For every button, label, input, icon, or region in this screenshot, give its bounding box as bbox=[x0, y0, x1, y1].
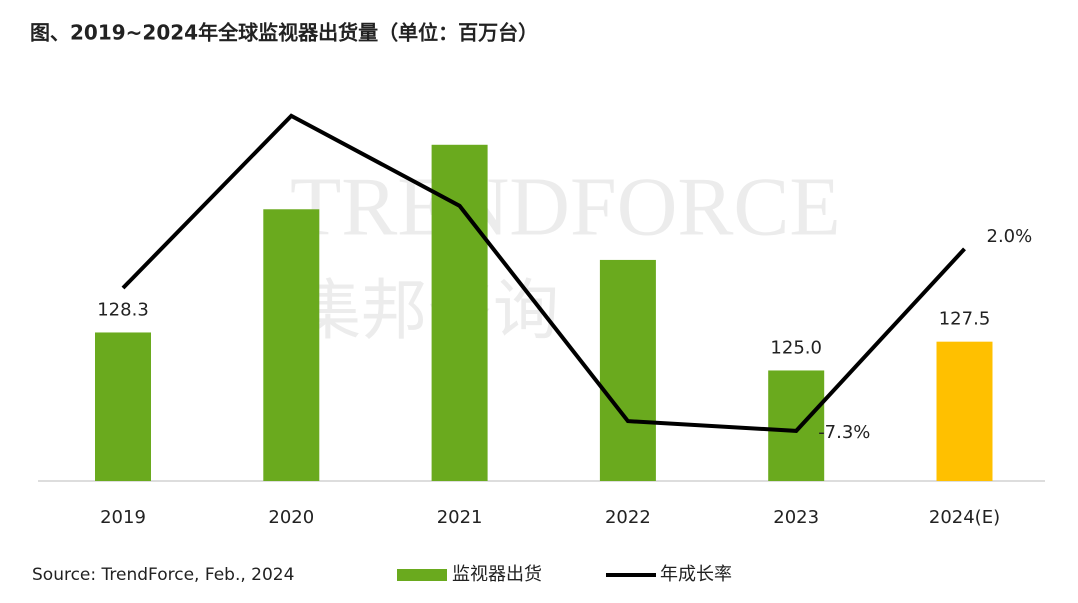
data-label: 125.0 bbox=[770, 337, 822, 358]
data-label: 2.0% bbox=[987, 226, 1033, 247]
x-tick-label: 2021 bbox=[437, 507, 483, 528]
line bbox=[121, 113, 966, 433]
legend-label: 监视器出货 bbox=[452, 564, 542, 585]
bar bbox=[599, 259, 656, 481]
legend-swatch bbox=[397, 569, 447, 581]
x-tick-label: 2024(E) bbox=[929, 507, 1000, 528]
bar bbox=[768, 370, 825, 481]
bar bbox=[263, 209, 320, 481]
data-label: 127.5 bbox=[939, 309, 991, 330]
data-label: -7.3% bbox=[818, 422, 870, 443]
x-tick-label: 2022 bbox=[605, 507, 651, 528]
watermark-cn: 集邦咨询 bbox=[295, 272, 559, 349]
bar bbox=[936, 341, 993, 481]
bar bbox=[431, 144, 488, 481]
bar bbox=[95, 332, 151, 481]
source: Source: TrendForce, Feb., 2024 bbox=[32, 565, 294, 585]
data-label: 128.3 bbox=[97, 299, 149, 320]
chart-title: 图、2019~2024年全球监视器出货量（单位：百万台） bbox=[30, 21, 538, 45]
x-tick-label: 2020 bbox=[268, 507, 314, 528]
watermark: TRENDFORCE bbox=[290, 160, 841, 253]
legend-label: 年成长率 bbox=[660, 564, 732, 585]
x-tick-label: 2023 bbox=[773, 507, 819, 528]
x-tick-label: 2019 bbox=[100, 507, 146, 528]
